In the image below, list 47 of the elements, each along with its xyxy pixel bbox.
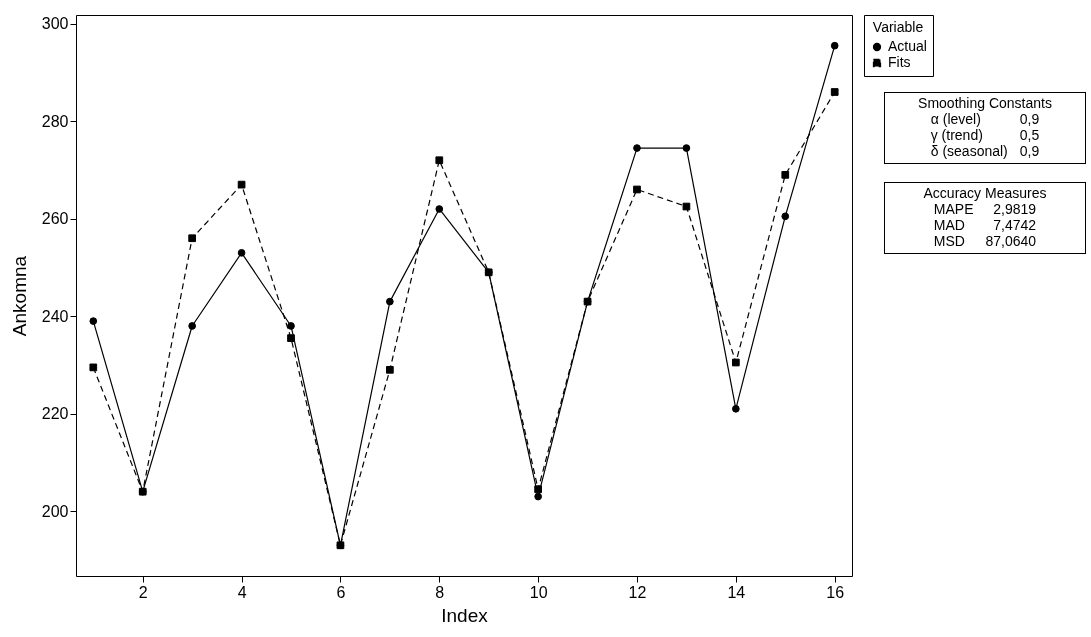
x-tick-label: 12 [628, 583, 647, 601]
point [435, 205, 444, 213]
point [188, 234, 197, 243]
point [682, 144, 691, 152]
x-tick-label: 6 [336, 583, 346, 601]
point [534, 485, 542, 494]
x-tick-label: 16 [826, 583, 845, 601]
point [386, 297, 394, 306]
point [781, 171, 790, 179]
point [534, 492, 542, 501]
point [633, 144, 641, 152]
y-tick-label: 300 [41, 15, 69, 33]
point [287, 322, 295, 330]
point [287, 334, 295, 342]
x-tick-label: 10 [529, 583, 548, 601]
text: Smoothing Constants α (level) 0,9 γ (trend) 0,5 δ (seasonal) 0,9 [918, 95, 1052, 159]
y-tick-label: 280 [41, 112, 69, 130]
legend-label: Fits [888, 54, 911, 70]
point [237, 249, 246, 257]
legend-label: Actual [888, 38, 927, 54]
point [731, 404, 740, 413]
y-tick-label: 260 [41, 210, 69, 228]
y-axis-title: Ankomna [8, 255, 30, 337]
point [682, 202, 691, 211]
point [386, 365, 394, 374]
point [188, 322, 197, 330]
x-axis-title: Index [441, 604, 489, 626]
point [237, 180, 246, 189]
x-tick-label: 2 [138, 583, 148, 601]
x-tick-label: 14 [727, 583, 746, 601]
point [781, 212, 790, 221]
text: Accuracy Measures MAPE 2,9819 MAD 7,4742 MSD 87,0640 [923, 185, 1047, 249]
point [89, 363, 98, 372]
x-tick-label: 4 [237, 583, 247, 601]
y-tick-label: 200 [41, 502, 69, 520]
point [830, 41, 839, 50]
point [633, 185, 641, 194]
legend-title: Variable [872, 19, 924, 35]
point [435, 156, 444, 165]
point [830, 88, 839, 96]
point [583, 297, 592, 306]
y-tick-label: 220 [41, 405, 69, 423]
point [89, 317, 98, 325]
point [336, 541, 345, 550]
point [731, 358, 740, 367]
y-tick-label: 240 [41, 307, 69, 325]
x-tick-label: 8 [435, 583, 445, 601]
